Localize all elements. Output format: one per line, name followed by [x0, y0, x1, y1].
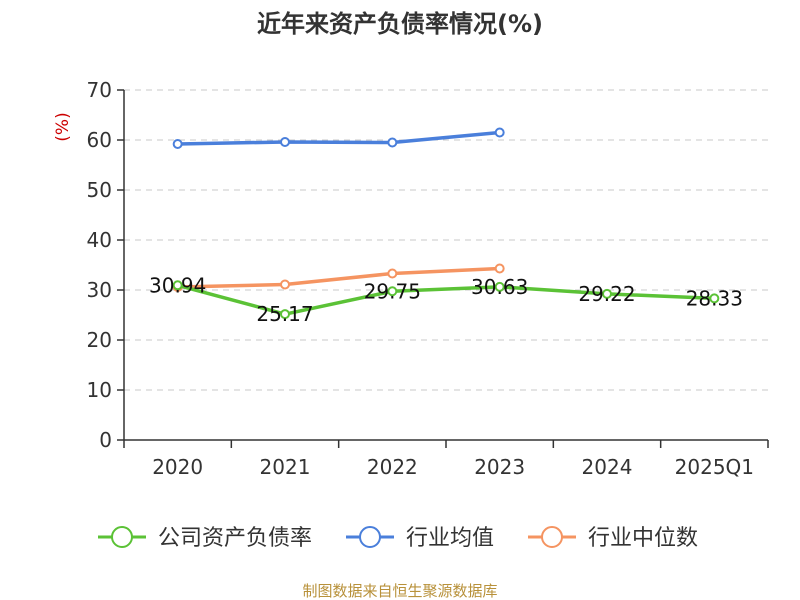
grid-lines [124, 89, 768, 391]
legend-item: 公司资产负债率 [98, 526, 312, 551]
data-point [387, 286, 398, 297]
data-point [387, 137, 398, 148]
y-tick-label: 40 [87, 228, 112, 252]
x-tick-label: 2025Q1 [675, 455, 754, 479]
data-label: 30.94 [149, 273, 206, 297]
data-point [494, 281, 505, 292]
legend-marker [111, 526, 133, 548]
data-point [172, 280, 183, 291]
legend-marker [541, 526, 563, 548]
y-tick-label: 10 [87, 378, 112, 402]
series-group [172, 127, 720, 320]
legend: 公司资产负债率 行业均值 行业中位数 [98, 526, 698, 551]
y-tick-label: 50 [87, 178, 112, 202]
data-point [172, 139, 183, 149]
chart-title: 近年来资产负债率情况(%) [257, 10, 543, 38]
y-tick-label: 30 [87, 278, 112, 302]
series-line [177, 283, 715, 316]
legend-label: 公司资产负债率 [158, 526, 312, 551]
y-axis-unit: (%) [53, 112, 73, 141]
series-line [177, 130, 500, 146]
data-label: 25.17 [256, 302, 313, 326]
legend-item: 行业均值 [346, 526, 494, 551]
axes: 0 10 20 30 40 50 60 70 2020 2021 2022 2023 2024 2025Q… [87, 78, 769, 479]
legend-marker [359, 526, 381, 548]
x-tick-label: 2022 [367, 455, 418, 479]
y-tick-label: 0 [99, 428, 112, 452]
data-label: 28.33 [686, 286, 743, 310]
data-point [280, 137, 290, 147]
legend-label: 行业中位数 [588, 526, 698, 551]
data-label: 30.63 [471, 275, 528, 299]
y-tick-label: 60 [87, 128, 112, 152]
data-point [280, 279, 290, 290]
data-point [280, 309, 290, 320]
data-point [387, 268, 398, 279]
x-tick-label: 2020 [152, 455, 203, 479]
data-label: 29.22 [578, 282, 635, 306]
data-point [602, 288, 612, 299]
y-tick-label: 70 [87, 78, 112, 102]
data-point [709, 293, 720, 304]
y-tick-label: 20 [87, 328, 112, 352]
legend-label: 行业均值 [406, 526, 494, 551]
data-point [494, 263, 505, 274]
x-tick-label: 2023 [474, 455, 525, 479]
x-tick-label: 2024 [582, 455, 633, 479]
series-line [177, 266, 500, 289]
data-labels: 30.94 25.17 29.75 30.63 29.22 28.33 [149, 273, 743, 326]
data-label: 29.75 [364, 279, 421, 303]
source-note: 制图数据来自恒生聚源数据库 [302, 582, 497, 600]
legend-item: 行业中位数 [528, 526, 698, 551]
data-point [494, 127, 505, 138]
x-tick-label: 2021 [260, 455, 311, 479]
